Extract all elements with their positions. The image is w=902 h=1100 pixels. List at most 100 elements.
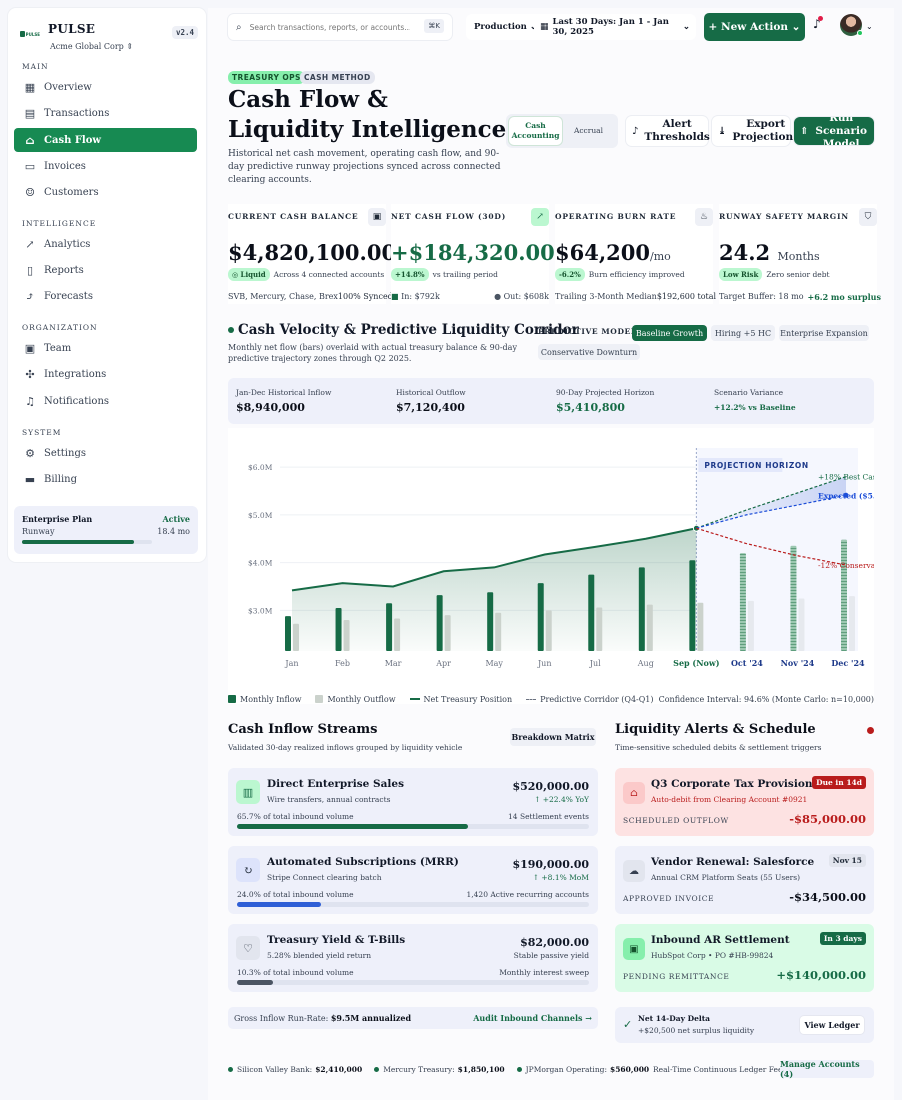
alert-ar-settlement[interactable]: ▣ Inbound AR Settlement HubSpot Corp • P…	[615, 924, 874, 992]
stream-delta-text: +8.1% MoM	[541, 873, 589, 882]
stream-subscriptions[interactable]: ↻ Automated Subscriptions (MRR) Stripe C…	[228, 846, 598, 914]
kpi-burn-rate[interactable]: OPERATING BURN RATE ♨ $64,200/mo -6.2% Bu…	[555, 204, 716, 304]
view-ledger-button[interactable]: View Ledger	[800, 1016, 864, 1034]
org-switcher[interactable]: Acme Global Corp ⇕	[50, 42, 133, 51]
sidebar-item-label: Forecasts	[44, 290, 93, 302]
stream-delta: ↑ +8.1% MoM	[532, 873, 589, 882]
toggle-accrual[interactable]: Accrual	[573, 126, 604, 135]
confidence-interval: Confidence Interval: 94.6% (Monte Carlo:…	[658, 694, 874, 704]
outflow-bar	[293, 623, 299, 651]
model-enterprise-expansion[interactable]: Enterprise Expansion	[779, 325, 869, 341]
stat-projected-horizon: 90-Day Projected Horizon $5,410,800	[556, 388, 654, 414]
x-tick-label: Apr	[435, 659, 451, 668]
x-tick-label: Sep (Now)	[673, 658, 720, 668]
stream-direct-sales[interactable]: ▥ Direct Enterprise Sales Wire transfers…	[228, 768, 598, 836]
stream-amount: $82,000.00	[520, 936, 589, 949]
piggy-bank-icon: ♡	[236, 936, 260, 960]
brand[interactable]: PULSE PULSE	[20, 22, 95, 40]
sidebar-item-overview[interactable]: ▦ Overview	[14, 75, 197, 99]
sidebar-item-notifications[interactable]: ♫ Notifications	[14, 389, 197, 413]
inflow-streams-description: Validated 30-day realized inflows groupe…	[228, 743, 463, 752]
sidebar-item-customers[interactable]: ☺ Customers	[14, 180, 197, 204]
sidebar-item-invoices[interactable]: ▭ Invoices	[14, 154, 197, 178]
page-description: Historical net cash movement, operating …	[228, 149, 501, 185]
export-projections-button[interactable]: ⤓ Export Projections	[712, 116, 799, 146]
sidebar-item-billing[interactable]: ▬ Billing	[14, 467, 197, 491]
projection-line	[696, 476, 847, 529]
kpi-value: 24.2 Months	[719, 240, 820, 265]
breakdown-matrix-button[interactable]: Breakdown Matrix	[510, 728, 596, 746]
kpi-net-cash-flow[interactable]: NET CASH FLOW (30D) ↗ +$184,320.00 +14.8…	[391, 204, 555, 304]
sidebar-item-team[interactable]: ▣ Team	[14, 336, 197, 360]
environment-select[interactable]: Production ⌄	[466, 14, 545, 40]
kpi-cash-balance[interactable]: CURRENT CASH BALANCE ▣ $4,820,100.00 ◎ L…	[228, 204, 396, 304]
account-name: Mercury Treasury:	[383, 1064, 455, 1074]
legend-position: Net Treasury Position	[409, 695, 512, 704]
nav-section-organization: ORGANIZATION	[22, 323, 98, 332]
model-hiring[interactable]: Hiring +5 HC	[711, 325, 775, 341]
alert-amount: -$34,500.00	[789, 890, 866, 904]
search-input[interactable]	[249, 22, 410, 32]
cloud-icon: ☁	[623, 860, 645, 882]
projection-label-text: +18% Best Case	[818, 473, 874, 482]
account-value: $2,410,000	[315, 1064, 363, 1074]
scenario-model-label: Run Scenario Model	[815, 117, 867, 145]
manage-accounts-button[interactable]: Manage Accounts (4)	[780, 1059, 874, 1079]
stream-treasury-yield[interactable]: ♡ Treasury Yield & T-Bills 5.28% blended…	[228, 924, 598, 992]
stat-label: Historical Outflow	[396, 388, 466, 397]
alert-salesforce-renewal[interactable]: ☁ Vendor Renewal: Salesforce Annual CRM …	[615, 846, 874, 914]
kpi-foot-right: +6.2 mo surplus	[807, 292, 881, 302]
trend-icon: ↗	[25, 237, 35, 251]
inflow-streams-title: Cash Inflow Streams	[228, 722, 378, 737]
stat-label: Jan-Dec Historical Inflow	[236, 388, 332, 397]
inflow-bar	[689, 560, 696, 651]
corridor-band	[696, 476, 846, 529]
version-badge: v2.4	[171, 26, 198, 39]
outflow-bar	[596, 607, 603, 651]
credit-card-icon: ▬	[24, 472, 36, 486]
notifications-button[interactable]: ♪	[813, 16, 823, 31]
sidebar-item-analytics[interactable]: ↗ Analytics	[14, 232, 197, 256]
alerts-title: Liquidity Alerts & Schedule	[615, 722, 816, 737]
chevron-down-icon[interactable]: ⌄	[866, 22, 873, 31]
sidebar-item-cash-flow[interactable]: ⌂ Cash Flow	[14, 128, 197, 152]
alert-tax-provision[interactable]: ⌂ Q3 Corporate Tax Provision Auto-debit …	[615, 768, 874, 836]
alert-sub: HubSpot Corp • PO #HB-99824	[651, 951, 774, 960]
kpi-note: Zero senior debt	[766, 270, 830, 279]
account-svb: Silicon Valley Bank: $2,410,000	[228, 1065, 362, 1074]
sidebar-item-settings[interactable]: ⚙ Settings	[14, 441, 197, 465]
projection-line	[696, 527, 847, 566]
avatar[interactable]	[840, 14, 863, 36]
model-baseline-growth[interactable]: Baseline Growth	[632, 325, 707, 341]
sidebar-item-forecasts[interactable]: ⤴ Forecasts	[14, 284, 197, 308]
kpi-label: RUNWAY SAFETY MARGIN	[719, 212, 849, 221]
alert-sub: Auto-debit from Clearing Account #0921	[651, 795, 808, 804]
date-range-picker[interactable]: ▦ Last 30 Days: Jan 1 - Jan 30, 2025 ⌄	[534, 14, 696, 40]
model-conservative-downturn[interactable]: Conservative Downturn	[538, 344, 640, 360]
alert-sub: Annual CRM Platform Seats (55 Users)	[651, 873, 801, 882]
receipt-icon: ▤	[24, 106, 36, 120]
run-scenario-model-button[interactable]: ⇑ Run Scenario Model	[794, 117, 874, 145]
chart-title-text: Cash Velocity & Predictive Liquidity Cor…	[238, 322, 579, 338]
account-value: $1,850,100	[457, 1064, 505, 1074]
run-rate-bar: Gross Inflow Run-Rate: $9.5M annualized …	[228, 1007, 598, 1029]
net-delta-card: ✓ Net 14-Day Delta +$20,500 net surplus …	[615, 1007, 874, 1043]
audit-inbound-link[interactable]: Audit Inbound Channels →	[473, 1013, 592, 1023]
stream-name: Automated Subscriptions (MRR)	[267, 856, 459, 868]
alert-thresholds-button[interactable]: ♪ Alert Thresholds	[626, 116, 710, 146]
sidebar-item-reports[interactable]: ▯ Reports	[14, 258, 197, 282]
plan-card[interactable]: Enterprise Plan Active Runway 18.4 mo	[14, 506, 198, 554]
chart-title-dot	[228, 327, 234, 333]
stat-value: $7,120,400	[396, 401, 465, 414]
chart-legend: Monthly Inflow Monthly Outflow Net Treas…	[228, 692, 874, 706]
x-tick-label: Jul	[589, 659, 601, 668]
toggle-cash-accounting[interactable]: Cash Accounting	[509, 117, 562, 145]
kpi-runway[interactable]: RUNWAY SAFETY MARGIN ⛉ 24.2 Months Low R…	[719, 204, 881, 304]
new-action-button[interactable]: + New Action ⌄	[704, 13, 805, 41]
search-bar[interactable]: ⌕ ⌘K	[228, 14, 452, 40]
cash-velocity-chart: $3.0M $4.0M $5.0M $6.0M PROJECTION HORIZON +1…	[228, 428, 893, 704]
sidebar-item-integrations[interactable]: ✣ Integrations	[14, 362, 197, 386]
legend-line	[409, 698, 420, 700]
users-icon: ☺	[25, 185, 35, 199]
sidebar-item-transactions[interactable]: ▤ Transactions	[14, 101, 197, 125]
